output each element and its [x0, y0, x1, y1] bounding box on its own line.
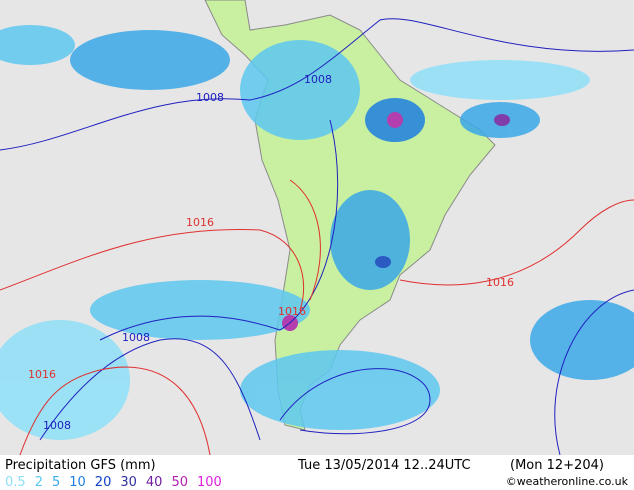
- isobar-label: 1016: [486, 276, 514, 289]
- isobar-label: 1016: [278, 305, 306, 318]
- legend-item: 40: [146, 475, 163, 490]
- isobar: [279, 368, 431, 435]
- precip-core: [387, 112, 403, 128]
- precip-area: [530, 300, 634, 380]
- isobar: [99, 119, 339, 341]
- legend-item: 20: [95, 475, 112, 490]
- isobar-label: 1008: [196, 91, 224, 104]
- precip-area: [240, 350, 440, 430]
- precip: [0, 25, 634, 440]
- footer-title: Precipitation GFS (mm): [5, 458, 156, 473]
- legend-item: 100: [197, 475, 222, 490]
- isobar: [554, 289, 634, 456]
- legend-item: 10: [69, 475, 86, 490]
- precip-area: [330, 190, 410, 290]
- legend-item: 30: [120, 475, 137, 490]
- footer-time: Tue 13/05/2014 12..24UTC: [297, 458, 471, 473]
- credit: ©weatheronline.co.uk: [506, 475, 629, 488]
- precip-area: [0, 25, 75, 65]
- isobar: [289, 179, 321, 301]
- legend-item: 50: [171, 475, 188, 490]
- footer-run: (Mon 12+204): [510, 458, 604, 473]
- precip-area: [0, 320, 130, 440]
- legend-item: 5: [52, 475, 60, 490]
- precip-area: [90, 280, 310, 340]
- isobar-label: 1016: [28, 368, 56, 381]
- precip-area: [70, 30, 230, 90]
- isobar: [0, 18, 634, 151]
- isobar-label: 1008: [304, 73, 332, 86]
- isobar-lines: [0, 18, 634, 456]
- footer: [0, 455, 634, 490]
- isobar: [0, 229, 305, 311]
- isobar: [39, 338, 261, 441]
- isobar: [399, 199, 634, 286]
- precip-area: [240, 40, 360, 140]
- precip-core: [494, 114, 510, 126]
- isobar: [19, 366, 211, 456]
- legend-item: 0.5: [5, 475, 26, 490]
- isobar-labels: 1008 1008 1008 1008 1016 1016 1016 1016: [28, 73, 514, 432]
- isobar-label: 1016: [186, 216, 214, 229]
- precip-area: [410, 60, 590, 100]
- isobar-label: 1008: [43, 419, 71, 432]
- isobar-label: 1008: [122, 331, 150, 344]
- precip-core: [375, 256, 391, 268]
- legend: 0.5 2 5 10 20 30 40 50 100: [5, 475, 222, 490]
- legend-item: 2: [35, 475, 43, 490]
